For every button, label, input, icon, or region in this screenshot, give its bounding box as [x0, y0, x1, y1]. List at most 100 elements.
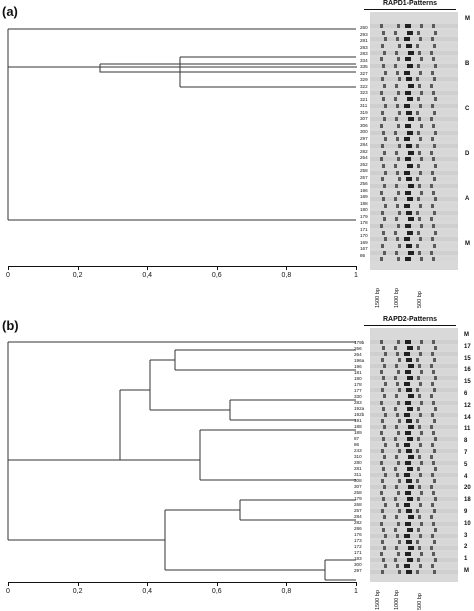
gel-band: [417, 436, 420, 441]
gel-band: [418, 184, 421, 188]
gel-band: [404, 170, 410, 175]
gel-band: [394, 197, 397, 202]
sample-label: 283: [360, 44, 368, 50]
gel-band: [434, 30, 437, 35]
gel-lane: [370, 224, 458, 228]
sample-label: 87: [354, 436, 360, 441]
gel-lane: [370, 57, 458, 62]
gel-band: [430, 50, 433, 55]
group-label: 5: [464, 461, 468, 468]
gel-band: [419, 170, 422, 175]
gel-band: [419, 204, 422, 208]
gel-band: [381, 177, 384, 182]
gel-band: [398, 110, 401, 115]
gel-band: [431, 170, 434, 175]
gel-band: [417, 97, 420, 102]
gel-band: [383, 84, 386, 88]
gel-band: [417, 376, 420, 381]
gel-band: [433, 110, 436, 115]
gel-band: [418, 250, 421, 255]
axis-tick: [286, 582, 288, 586]
gel-lane: [370, 388, 458, 393]
sample-label: 181: [354, 370, 362, 375]
gel-lane: [370, 50, 458, 55]
group-label: 6: [464, 391, 468, 397]
gel-band: [395, 117, 398, 122]
gel-lane: [370, 197, 458, 202]
sample-label: 281: [354, 466, 362, 471]
gel-band: [434, 467, 437, 472]
sample-label: 268: [354, 502, 362, 507]
gel-band: [380, 340, 383, 344]
axis-tick-label: 1: [354, 272, 358, 279]
gel-lane: [370, 473, 458, 478]
panel-a-axis: [8, 266, 356, 267]
gel-band: [380, 190, 383, 195]
gel-band: [396, 563, 399, 568]
gel-band: [396, 37, 399, 42]
gel-lane: [370, 479, 458, 484]
gel-band: [382, 346, 385, 351]
gel-band: [434, 376, 437, 381]
gel-lane: [370, 190, 458, 195]
gel-band: [433, 569, 436, 574]
gel-lane: [370, 364, 458, 369]
gel-band: [416, 388, 419, 393]
gel-band: [397, 224, 400, 228]
gel-band: [408, 394, 414, 399]
sample-label: 86: [354, 442, 360, 447]
gel-band: [433, 418, 436, 423]
gel-band: [419, 563, 422, 568]
sample-label: 183: [354, 556, 362, 561]
gel-band: [383, 394, 386, 399]
gel-band: [432, 461, 435, 466]
group-label: 8: [464, 438, 468, 445]
gel-band: [417, 346, 420, 351]
gel-band: [431, 352, 434, 357]
gel-band: [405, 257, 411, 262]
gel-band: [420, 124, 423, 128]
gel-band: [432, 257, 435, 262]
sample-label: 179: [354, 496, 362, 501]
axis-tick: [356, 582, 357, 586]
gel-lane: [370, 491, 458, 496]
gel-band: [417, 497, 420, 502]
axis-tick: [147, 266, 149, 270]
sample-label: 266: [354, 346, 362, 351]
gel-band: [407, 436, 413, 441]
gel-band: [380, 224, 383, 228]
gel-band: [419, 237, 422, 242]
sample-label: 192b: [354, 412, 365, 417]
gel-band: [432, 370, 435, 375]
sample-label: 264: [354, 352, 362, 357]
gel-band: [418, 50, 421, 55]
group-label: 1: [464, 556, 468, 563]
gel-band: [404, 412, 410, 417]
sample-label: 307: [360, 116, 368, 121]
group-label: 3: [464, 532, 468, 539]
gel-band: [430, 84, 433, 88]
gel-band: [416, 244, 419, 248]
gel-band: [395, 485, 398, 490]
sample-label: 262: [360, 161, 368, 167]
gel-band: [434, 346, 437, 351]
gel-band: [395, 394, 398, 399]
gel-lane: [370, 177, 458, 182]
gel-band: [384, 170, 387, 175]
gel-band: [380, 57, 383, 62]
gel-band: [380, 400, 383, 405]
gel-band: [406, 448, 412, 453]
group-label: C: [465, 106, 470, 112]
gel-band: [397, 57, 400, 62]
sample-label: 264: [360, 155, 368, 160]
gel-band: [433, 388, 436, 393]
gel-band: [430, 394, 433, 399]
gel-band: [431, 503, 434, 508]
gel-band: [431, 382, 434, 387]
gel-band: [406, 244, 412, 248]
axis-tick-label: 0,2: [72, 272, 83, 279]
gel-band: [381, 77, 384, 82]
panel-b-patterns-underline: [364, 325, 456, 326]
gel-band: [430, 364, 433, 369]
gel-band: [396, 70, 399, 75]
